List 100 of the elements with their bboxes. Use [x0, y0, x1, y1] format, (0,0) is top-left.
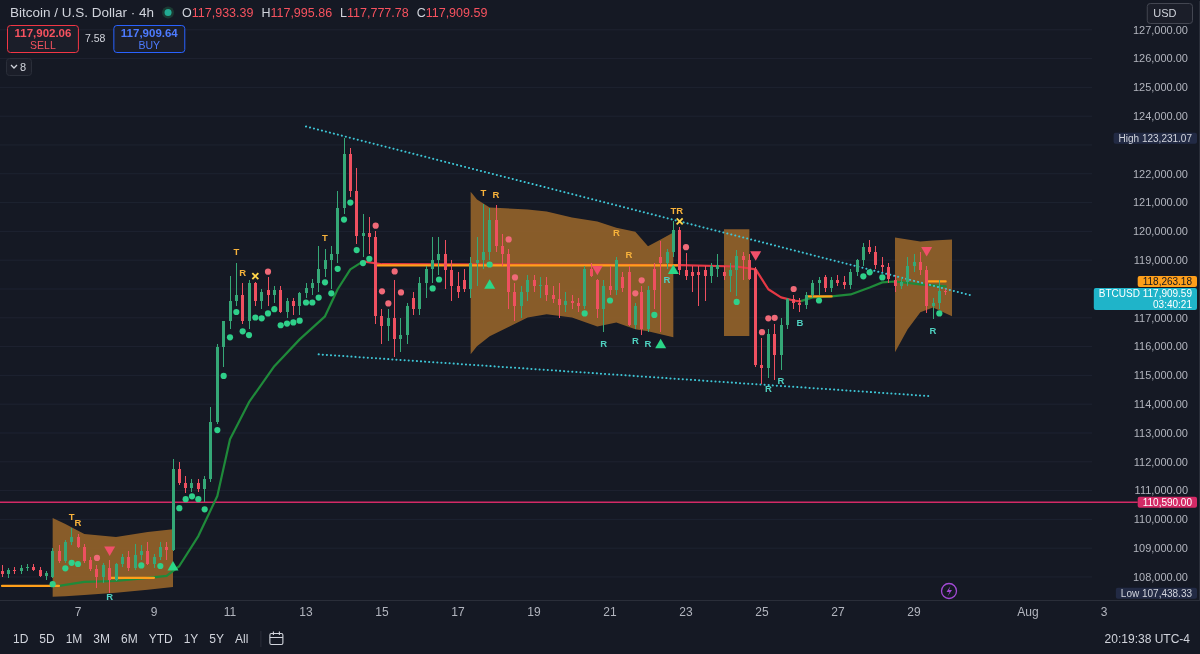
x-tick-label: 17	[451, 605, 465, 619]
annotation: T	[322, 231, 329, 243]
collapse-button[interactable]: 8	[6, 58, 32, 76]
x-tick-label: 29	[907, 605, 921, 619]
candlestick	[437, 236, 440, 276]
candlestick	[602, 279, 605, 333]
annotation: R	[631, 334, 639, 346]
chart-title: Bitcoin / U.S. Dollar · 4h	[10, 5, 155, 20]
candlestick	[393, 279, 396, 358]
y-tick-label: 110,000.00	[1133, 513, 1188, 526]
text: 5D	[39, 632, 56, 646]
y-tick-label: 119,000.00	[1133, 254, 1188, 267]
candlestick	[742, 251, 745, 281]
candlestick	[134, 543, 137, 571]
y-tick-label: 125,000.00	[1132, 81, 1188, 94]
buy-button[interactable]: 117,909.64 BUY	[113, 25, 186, 53]
candlestick	[513, 282, 516, 322]
candlestick	[286, 297, 289, 319]
x-tick-label: 15	[375, 605, 389, 619]
annotation: High 123,231.07	[1118, 132, 1193, 144]
x-tick-label: 21	[603, 605, 617, 619]
annotation: R	[492, 188, 500, 200]
text: 3M	[93, 632, 111, 646]
x-tick-label: 25	[755, 605, 769, 619]
sell-button[interactable]: 117,902.06 SELL	[7, 25, 79, 53]
x-tick-label: 7	[74, 605, 82, 619]
candlestick	[609, 265, 612, 296]
candlestick	[324, 248, 327, 278]
y-tick-label: 127,000.00	[1132, 23, 1188, 36]
annotation: T	[670, 204, 677, 216]
candlestick	[621, 271, 624, 293]
y-tick-label: 117,000.00	[1133, 311, 1188, 324]
candlestick	[704, 265, 707, 301]
candlestick	[773, 323, 776, 381]
candlestick	[545, 276, 548, 301]
annotation: T	[233, 246, 240, 258]
candlestick	[330, 245, 333, 290]
annotation: R	[600, 337, 608, 349]
candlestick	[729, 262, 732, 293]
annotation: R	[74, 517, 82, 529]
candlestick	[203, 475, 206, 503]
annotation: R	[644, 337, 652, 349]
annotation: R	[777, 374, 785, 386]
y-tick-label: 108,000.00	[1132, 570, 1188, 583]
currency-button[interactable]: USD	[1146, 3, 1193, 24]
annotation: R	[612, 226, 620, 238]
y-tick-label: 122,000.00	[1132, 167, 1188, 180]
candlestick	[691, 265, 694, 293]
ref-line-label: 110,590.00	[1142, 496, 1193, 508]
candlestick	[127, 550, 130, 572]
y-tick-label: 112,000.00	[1133, 455, 1188, 468]
candlestick	[463, 268, 466, 293]
text: 1D	[13, 632, 29, 646]
annotation: R	[929, 324, 937, 336]
candlestick	[748, 253, 751, 281]
candlestick	[716, 253, 719, 278]
y-tick-label: 124,000.00	[1132, 110, 1188, 123]
y-tick-label: 120,000.00	[1132, 225, 1188, 238]
annotation: 8	[20, 61, 27, 73]
text: 20:19:38 UTC-4	[1104, 632, 1191, 646]
candlestick	[906, 256, 909, 287]
candlestick	[558, 282, 561, 319]
candlestick	[412, 291, 415, 316]
y-tick-label: 115,000.00	[1133, 369, 1188, 382]
candlestick	[887, 262, 890, 284]
candlestick	[444, 239, 447, 290]
annotation: BUY	[138, 39, 161, 51]
candlestick	[368, 216, 371, 255]
candlestick	[362, 213, 365, 258]
candlestick	[178, 461, 181, 486]
annotation: 118,263.18	[1142, 275, 1193, 287]
annotation: 7.58	[84, 32, 106, 44]
candlestick	[919, 251, 922, 276]
x-tick-label: 19	[527, 605, 541, 619]
candlestick	[235, 262, 238, 307]
candlestick	[146, 541, 149, 566]
candlestick	[932, 297, 935, 320]
candlestick	[267, 276, 270, 307]
candlestick	[279, 285, 282, 314]
candlestick	[108, 559, 111, 594]
annotation: R	[676, 204, 684, 216]
candlestick	[380, 308, 383, 345]
candlestick	[659, 240, 662, 333]
candlestick	[298, 291, 301, 316]
y-tick-label: 109,000.00	[1132, 542, 1188, 555]
text: 5Y	[209, 632, 225, 646]
candlestick	[95, 564, 98, 589]
candlestick	[425, 265, 428, 299]
y-tick-label: 116,000.00	[1133, 340, 1188, 353]
candlestick	[666, 248, 669, 270]
x-tick-label: 27	[831, 605, 845, 619]
candlestick	[102, 562, 105, 584]
candlestick	[482, 203, 485, 270]
candlestick	[520, 285, 523, 319]
annotation: R	[239, 266, 247, 278]
x-tick-label: 9	[150, 605, 158, 619]
candlestick	[476, 236, 479, 287]
annotation: R	[663, 274, 671, 286]
x-tick-label: 13	[299, 605, 313, 619]
candlestick	[431, 236, 434, 284]
